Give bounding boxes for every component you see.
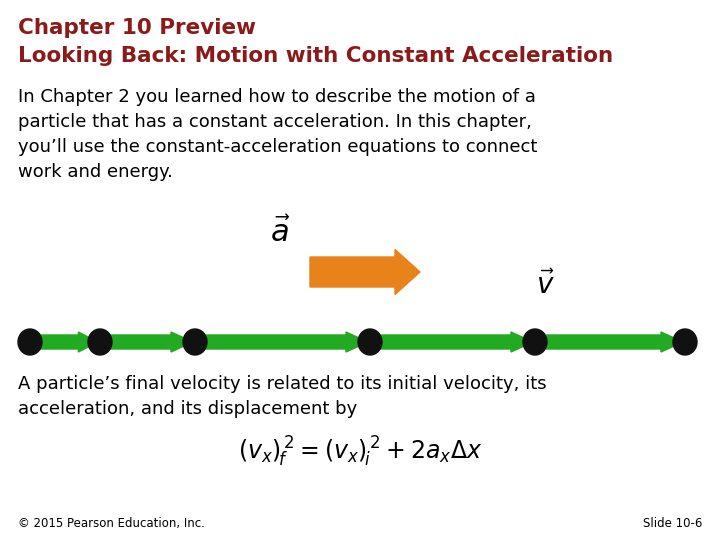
Text: $\vec{a}$: $\vec{a}$ [270, 217, 290, 248]
Text: Slide 10-6: Slide 10-6 [643, 517, 702, 530]
Text: Looking Back: Motion with Constant Acceleration: Looking Back: Motion with Constant Accel… [18, 46, 613, 66]
Text: A particle’s final velocity is related to its initial velocity, its
acceleration: A particle’s final velocity is related t… [18, 375, 546, 418]
Text: Chapter 10 Preview: Chapter 10 Preview [18, 18, 256, 38]
Text: © 2015 Pearson Education, Inc.: © 2015 Pearson Education, Inc. [18, 517, 205, 530]
Text: $\vec{v}$: $\vec{v}$ [536, 271, 554, 300]
Text: In Chapter 2 you learned how to describe the motion of a
particle that has a con: In Chapter 2 you learned how to describe… [18, 88, 537, 181]
Text: $\left(v_x\right)_{\!f}^{\,2} = \left(v_x\right)_{\!i}^{\,2} + 2a_x\Delta x$: $\left(v_x\right)_{\!f}^{\,2} = \left(v_… [238, 435, 482, 469]
